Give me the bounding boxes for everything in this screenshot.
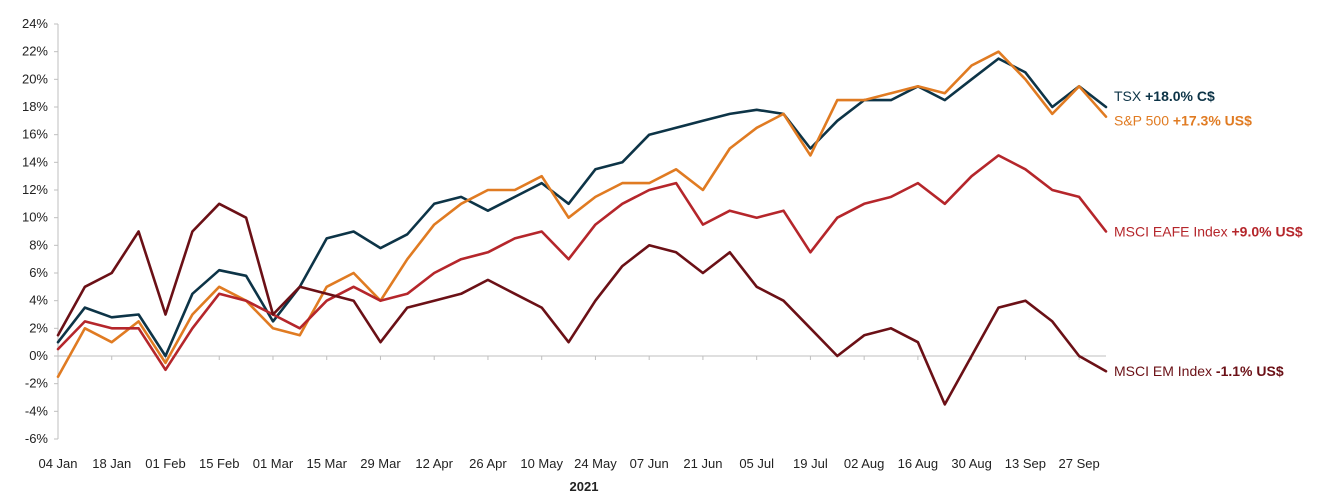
x-tick-label: 19 Jul	[793, 456, 828, 471]
y-tick-label: 20%	[22, 71, 48, 86]
series-end-label: TSX +18.0% C$	[1114, 88, 1215, 104]
x-tick-label: 02 Aug	[844, 456, 885, 471]
x-tick-label: 29 Mar	[360, 456, 401, 471]
series-name: MSCI EAFE Index	[1114, 224, 1231, 240]
series-value-label: +17.3% US$	[1173, 113, 1252, 129]
x-tick-label: 18 Jan	[92, 456, 131, 471]
y-tick-label: -2%	[25, 376, 49, 391]
y-tick-label: -6%	[25, 431, 49, 446]
y-tick-label: 2%	[29, 320, 48, 335]
x-tick-label: 27 Sep	[1059, 456, 1100, 471]
y-tick-label: 14%	[22, 154, 48, 169]
y-tick-label: 12%	[22, 182, 48, 197]
x-tick-label: 30 Aug	[951, 456, 992, 471]
x-tick-label: 24 May	[574, 456, 617, 471]
x-tick-label: 16 Aug	[898, 456, 939, 471]
series-value-label: +9.0% US$	[1231, 224, 1302, 240]
y-tick-label: 16%	[22, 127, 48, 142]
y-tick-label: 10%	[22, 210, 48, 225]
y-tick-label: 24%	[22, 16, 48, 31]
y-tick-label: -4%	[25, 403, 49, 418]
y-tick-label: 22%	[22, 44, 48, 59]
series-end-label: MSCI EM Index -1.1% US$	[1114, 363, 1284, 379]
series-line-2	[56, 154, 1108, 372]
series-end-label: MSCI EAFE Index +9.0% US$	[1114, 224, 1303, 240]
x-tick-label: 15 Mar	[306, 456, 347, 471]
series-name: MSCI EM Index	[1114, 363, 1216, 379]
series-name: S&P 500	[1114, 113, 1173, 129]
series-end-label: S&P 500 +17.3% US$	[1114, 113, 1252, 129]
series-line-0	[56, 57, 1108, 358]
x-tick-label: 04 Jan	[38, 456, 77, 471]
series-value-label: +18.0% C$	[1145, 88, 1215, 104]
x-tick-label: 07 Jun	[630, 456, 669, 471]
x-tick-label: 26 Apr	[469, 456, 507, 471]
x-tick-label: 21 Jun	[683, 456, 722, 471]
y-tick-label: 4%	[29, 293, 48, 308]
x-tick-label: 12 Apr	[415, 456, 453, 471]
y-tick-label: 0%	[29, 348, 48, 363]
series-value-label: -1.1% US$	[1216, 363, 1284, 379]
series-name: TSX	[1114, 88, 1145, 104]
x-axis-title: 2021	[570, 479, 599, 494]
x-tick-label: 05 Jul	[739, 456, 774, 471]
series-line-3	[56, 202, 1108, 406]
y-tick-label: 18%	[22, 99, 48, 114]
x-tick-label: 13 Sep	[1005, 456, 1046, 471]
x-tick-label: 15 Feb	[199, 456, 239, 471]
x-tick-label: 01 Mar	[253, 456, 294, 471]
x-tick-label: 01 Feb	[145, 456, 185, 471]
y-tick-label: 8%	[29, 237, 48, 252]
y-tick-label: 6%	[29, 265, 48, 280]
series-line-1	[56, 50, 1108, 379]
x-tick-label: 10 May	[520, 456, 563, 471]
